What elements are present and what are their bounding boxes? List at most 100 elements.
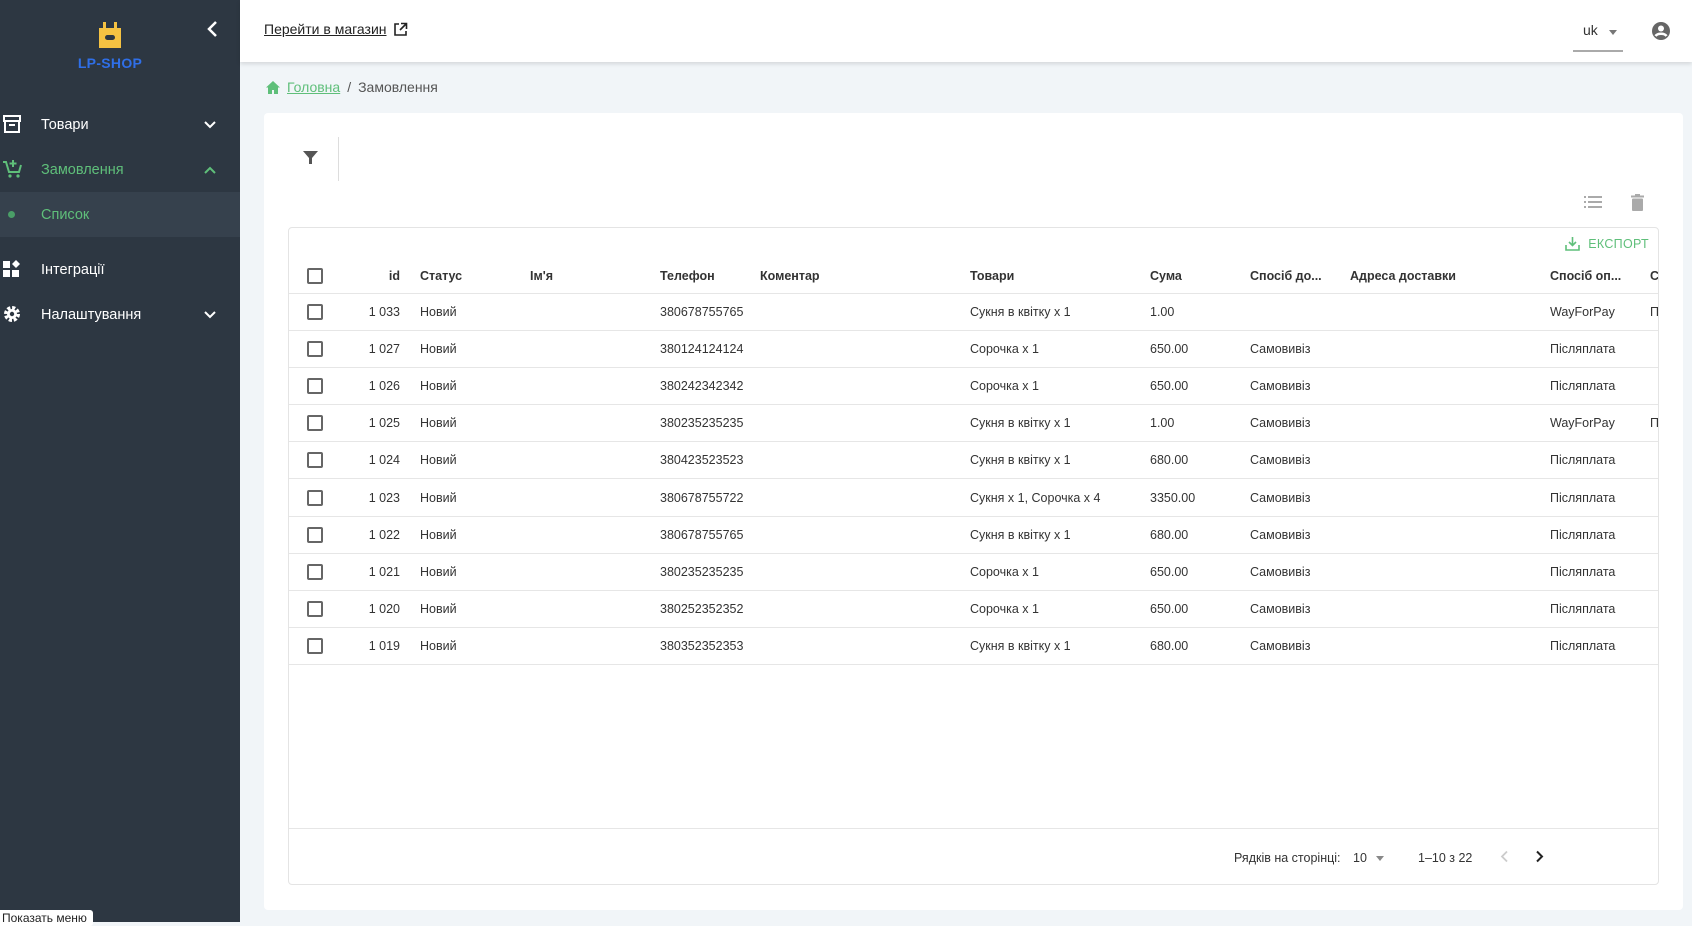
row-checkbox[interactable] (307, 415, 323, 432)
column-header-phone[interactable]: Телефон (660, 268, 715, 283)
external-link-icon (393, 22, 407, 36)
previous-page-button[interactable] (1499, 849, 1511, 866)
columns-button[interactable] (1584, 195, 1602, 214)
table-row[interactable]: 1 024 Новий 380423523523 Сукня в квітку x 1… (289, 442, 1658, 480)
cell-items: Сукня в квітку x 1 (970, 416, 1071, 431)
top-bar: Перейти в магазин uk (240, 0, 1692, 62)
row-checkbox[interactable] (307, 563, 323, 580)
column-header-extra[interactable]: С (1650, 268, 1659, 283)
breadcrumb-current: Замовлення (358, 79, 438, 95)
cell-status: Новий (420, 416, 457, 431)
column-header-name[interactable]: Ім'я (530, 268, 553, 283)
table-row[interactable]: 1 027 Новий 380124124124 Сорочка x 1 650.00 С… (289, 331, 1658, 369)
sidebar-item-orders[interactable]: Замовлення (0, 147, 240, 192)
cell-delivery-method: Самовивіз (1250, 342, 1311, 357)
table-row[interactable]: 1 025 Новий 380235235235 Сукня в квітку x 1… (289, 405, 1658, 443)
column-header-delivery-address[interactable]: Адреса доставки (1350, 268, 1456, 283)
cell-sum: 680.00 (1150, 453, 1189, 468)
cell-id: 1 033 (368, 305, 400, 319)
cell-status: Новий (420, 379, 457, 394)
cell-payment-method: Післяплата (1550, 379, 1616, 394)
cell-sum: 680.00 (1150, 527, 1189, 542)
row-checkbox[interactable] (307, 637, 323, 654)
cell-status: Новий (420, 490, 457, 505)
column-header-sum[interactable]: Сума (1150, 268, 1182, 283)
cell-id: 1 023 (368, 490, 400, 505)
cell-id: 1 021 (368, 564, 400, 579)
row-checkbox[interactable] (307, 600, 323, 617)
row-checkbox[interactable] (307, 452, 323, 469)
cell-delivery-method: Самовивіз (1250, 453, 1311, 468)
table-row[interactable]: 1 019 Новий 380352352353 Сукня в квітку x 1… (289, 628, 1658, 665)
sidebar-item-label: Інтеграції (41, 261, 105, 278)
filter-icon (303, 151, 318, 164)
language-select[interactable]: uk (1573, 14, 1623, 52)
cell-items: Сорочка x 1 (970, 342, 1039, 357)
sidebar-item-orders-list[interactable]: Список (0, 192, 240, 237)
chevron-down-icon (204, 121, 216, 129)
language-value: uk (1583, 22, 1598, 38)
row-checkbox[interactable] (307, 378, 323, 395)
rows-per-page-label: Рядків на сторінці: (1234, 850, 1341, 865)
cell-sum: 1.00 (1150, 416, 1175, 431)
row-checkbox[interactable] (307, 526, 323, 543)
row-checkbox[interactable] (307, 341, 323, 358)
filter-button[interactable] (303, 150, 318, 170)
collapse-sidebar-button[interactable] (203, 18, 223, 40)
cell-payment-method: Післяплата (1550, 527, 1616, 542)
dot-icon (8, 211, 15, 218)
select-all-checkbox[interactable] (307, 267, 323, 284)
table-row[interactable]: 1 022 Новий 380678755765 Сукня в квітку x 1… (289, 517, 1658, 554)
logo-text: LP-SHOP (77, 55, 143, 71)
rows-per-page-select[interactable]: 10 (1353, 851, 1403, 865)
cell-payment-method: Післяплата (1550, 564, 1616, 579)
cell-extra: П (1650, 305, 1659, 319)
cell-status: Новий (420, 527, 457, 542)
account-button[interactable] (1651, 21, 1671, 46)
show-menu-tooltip: Показать меню (0, 910, 93, 926)
export-label: ЕКСПОРТ (1588, 236, 1649, 251)
cell-payment-method: Післяплата (1550, 342, 1616, 357)
chevron-left-icon (207, 21, 217, 37)
column-header-status[interactable]: Статус (420, 268, 463, 283)
cell-id: 1 020 (368, 601, 400, 616)
cell-id: 1 019 (368, 638, 400, 653)
table-row[interactable]: 1 033 Новий 380678755765 Сукня в квітку x 1… (289, 294, 1659, 331)
table-header-row: id Статус Ім'я Телефон Коментар Товари Сума Спо… (289, 258, 1659, 294)
column-header-comment[interactable]: Коментар (760, 268, 820, 283)
orders-table: ЕКСПОРТ id Статус Ім'я Телефон Коментар Товар… (288, 227, 1659, 885)
next-page-button[interactable] (1533, 849, 1545, 866)
export-button[interactable]: ЕКСПОРТ (1565, 236, 1649, 251)
sidebar-item-integrations[interactable]: Інтеграції (0, 247, 240, 292)
cell-phone: 380235235235 (660, 564, 744, 579)
cell-sum: 650.00 (1150, 342, 1189, 357)
row-checkbox[interactable] (307, 489, 323, 506)
cell-sum: 1.00 (1150, 305, 1175, 319)
sidebar-item-settings[interactable]: Налаштування (0, 292, 240, 337)
delete-button[interactable] (1631, 194, 1644, 216)
sidebar-item-label: Список (41, 206, 90, 223)
column-header-items[interactable]: Товари (970, 268, 1015, 283)
table-row[interactable]: 1 023 Новий 380678755722 Сукня x 1, Сорочка… (289, 480, 1658, 517)
widgets-icon (3, 260, 20, 277)
cell-status: Новий (420, 342, 457, 357)
chevron-up-icon (204, 166, 216, 174)
breadcrumb-home-link[interactable]: Головна (287, 79, 341, 95)
cell-delivery-method: Самовивіз (1250, 601, 1311, 616)
orders-card: ЕКСПОРТ id Статус Ім'я Телефон Коментар Товар… (264, 113, 1683, 910)
cell-payment-method: WayForPay (1550, 416, 1615, 431)
cell-status: Новий (420, 305, 457, 319)
cell-phone: 380678755765 (660, 527, 744, 542)
chevron-right-icon (1536, 850, 1544, 862)
column-header-delivery-method[interactable]: Спосіб до... (1250, 268, 1322, 283)
sidebar-item-products[interactable]: Товари (0, 102, 240, 147)
table-row[interactable]: 1 020 Новий 380252352352 Сорочка x 1 650.00 С… (289, 591, 1658, 628)
column-header-id[interactable]: id (388, 268, 400, 283)
table-row[interactable]: 1 026 Новий 380242342342 Сорочка x 1 650.00 С… (289, 368, 1658, 406)
pagination: Рядків на сторінці: 10 1–10 з 22 (289, 828, 1658, 884)
table-row[interactable]: 1 021 Новий 380235235235 Сорочка x 1 650.00 С… (289, 554, 1658, 591)
logo[interactable]: LP-SHOP (70, 22, 150, 71)
go-to-shop-link[interactable]: Перейти в магазин (264, 21, 408, 37)
row-checkbox[interactable] (307, 304, 323, 320)
column-header-payment-method[interactable]: Спосіб оп... (1550, 268, 1622, 283)
